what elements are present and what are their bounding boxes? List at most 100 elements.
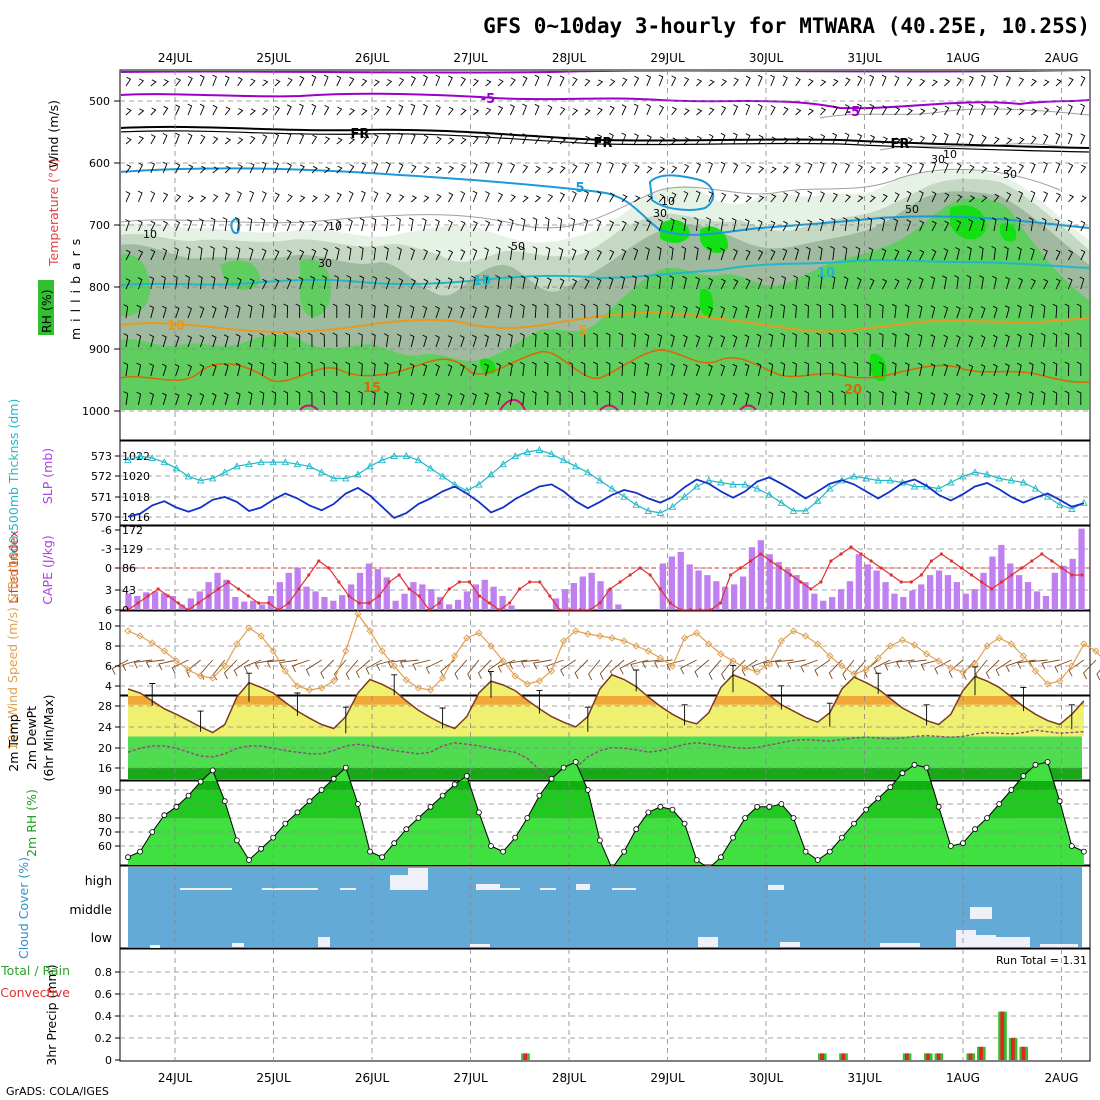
wind-barb bbox=[319, 390, 325, 406]
wind-barb bbox=[209, 245, 215, 261]
series-marker bbox=[741, 480, 749, 488]
date-label-bottom: 24JUL bbox=[158, 1071, 193, 1085]
wind-barb bbox=[919, 135, 925, 145]
cape-bar bbox=[303, 586, 310, 610]
wind-barb bbox=[247, 304, 253, 319]
wind-barb bbox=[893, 218, 899, 232]
axis-tick-label: 0.8 bbox=[95, 966, 113, 979]
wind-barb bbox=[138, 78, 145, 87]
wind-barb bbox=[770, 74, 775, 87]
wind-barb bbox=[745, 103, 751, 116]
series-marker bbox=[1043, 492, 1052, 500]
wind-barb bbox=[584, 135, 591, 145]
cape-bar bbox=[597, 581, 604, 610]
wind-barb bbox=[324, 194, 330, 203]
wind-barb bbox=[472, 363, 477, 377]
wind-barb bbox=[816, 390, 821, 406]
wind-barb bbox=[745, 133, 751, 145]
wind-barb bbox=[361, 108, 368, 116]
wind-barb bbox=[249, 278, 255, 290]
wind-barb bbox=[547, 136, 554, 145]
wind-barb bbox=[644, 391, 650, 406]
li-marker bbox=[668, 601, 672, 605]
series-marker bbox=[366, 462, 374, 470]
li-marker bbox=[658, 587, 662, 591]
series-marker bbox=[317, 468, 326, 476]
wind-barb bbox=[237, 137, 244, 145]
wind-barb bbox=[991, 217, 997, 232]
series-marker bbox=[801, 506, 810, 514]
series-marker bbox=[426, 686, 435, 694]
wind-barb bbox=[608, 276, 614, 290]
wind-barb bbox=[930, 334, 936, 348]
wind-barb bbox=[733, 194, 740, 203]
li-marker bbox=[347, 594, 351, 598]
wind-barb bbox=[459, 393, 465, 406]
wind-barb bbox=[1018, 163, 1024, 174]
wind-barb bbox=[919, 249, 925, 261]
wind-barb bbox=[720, 393, 726, 406]
wind-barb bbox=[793, 275, 798, 290]
wind10m-barb bbox=[223, 659, 238, 680]
wind-barb bbox=[968, 306, 974, 319]
li-marker bbox=[939, 552, 944, 556]
wind-barb bbox=[596, 107, 603, 116]
cape-bar bbox=[187, 598, 194, 610]
wind-barb bbox=[844, 194, 851, 203]
wind-barb bbox=[185, 246, 191, 261]
wind-barb bbox=[807, 78, 814, 87]
contour-purple bbox=[121, 92, 1089, 110]
wind-barb bbox=[175, 194, 182, 203]
li-marker bbox=[959, 566, 964, 570]
series-marker bbox=[1031, 667, 1040, 675]
series-marker bbox=[584, 630, 592, 638]
wind-barb bbox=[336, 165, 343, 174]
date-label-bottom: 30JUL bbox=[749, 1071, 784, 1085]
wind-barb bbox=[1018, 190, 1024, 203]
wind10m-barb bbox=[599, 659, 613, 680]
wind-barb bbox=[162, 105, 169, 116]
wind-barb bbox=[199, 393, 205, 406]
total-rain-legend: Total / Rain bbox=[0, 963, 70, 978]
wind-barb bbox=[307, 390, 313, 406]
wind10m-barb bbox=[320, 659, 335, 679]
series-marker bbox=[765, 490, 774, 498]
temp-minmax-whisker bbox=[1020, 686, 1027, 712]
wind-barb bbox=[894, 165, 901, 174]
series-marker bbox=[149, 829, 156, 835]
wind-barb bbox=[174, 334, 180, 348]
cape-bar bbox=[855, 554, 862, 610]
wind-barb bbox=[174, 392, 180, 406]
wind-barb bbox=[770, 136, 777, 145]
wind10m-barb bbox=[962, 659, 976, 680]
dewpt-label: 2m DewPt bbox=[24, 706, 39, 770]
wind-barb bbox=[332, 303, 338, 318]
wind-barb bbox=[307, 361, 313, 377]
wind-barb bbox=[720, 192, 727, 203]
series-marker bbox=[863, 806, 869, 813]
wind-barb bbox=[968, 393, 974, 406]
wind-barb bbox=[671, 75, 677, 87]
wind-barb bbox=[336, 219, 342, 232]
wind-barb bbox=[149, 363, 155, 377]
wind10m-barb bbox=[355, 659, 371, 679]
series-marker bbox=[330, 775, 337, 782]
wind-barb bbox=[857, 164, 863, 174]
wind10m-barb bbox=[467, 659, 480, 681]
wind-barb bbox=[384, 246, 389, 261]
cape-bar bbox=[935, 570, 943, 610]
wind-barb bbox=[857, 195, 864, 203]
wind-barb bbox=[671, 192, 677, 203]
series-marker bbox=[802, 848, 809, 855]
series-marker bbox=[233, 837, 240, 844]
wind-barb bbox=[592, 332, 598, 347]
wind-barb bbox=[840, 303, 846, 319]
wind-barb bbox=[236, 277, 242, 290]
wind-barb bbox=[546, 74, 552, 87]
wind-barb bbox=[682, 334, 688, 348]
wind-barb bbox=[559, 278, 565, 290]
wind-barb bbox=[658, 218, 663, 232]
wind-barb bbox=[123, 304, 129, 319]
wind-barb bbox=[323, 74, 329, 87]
